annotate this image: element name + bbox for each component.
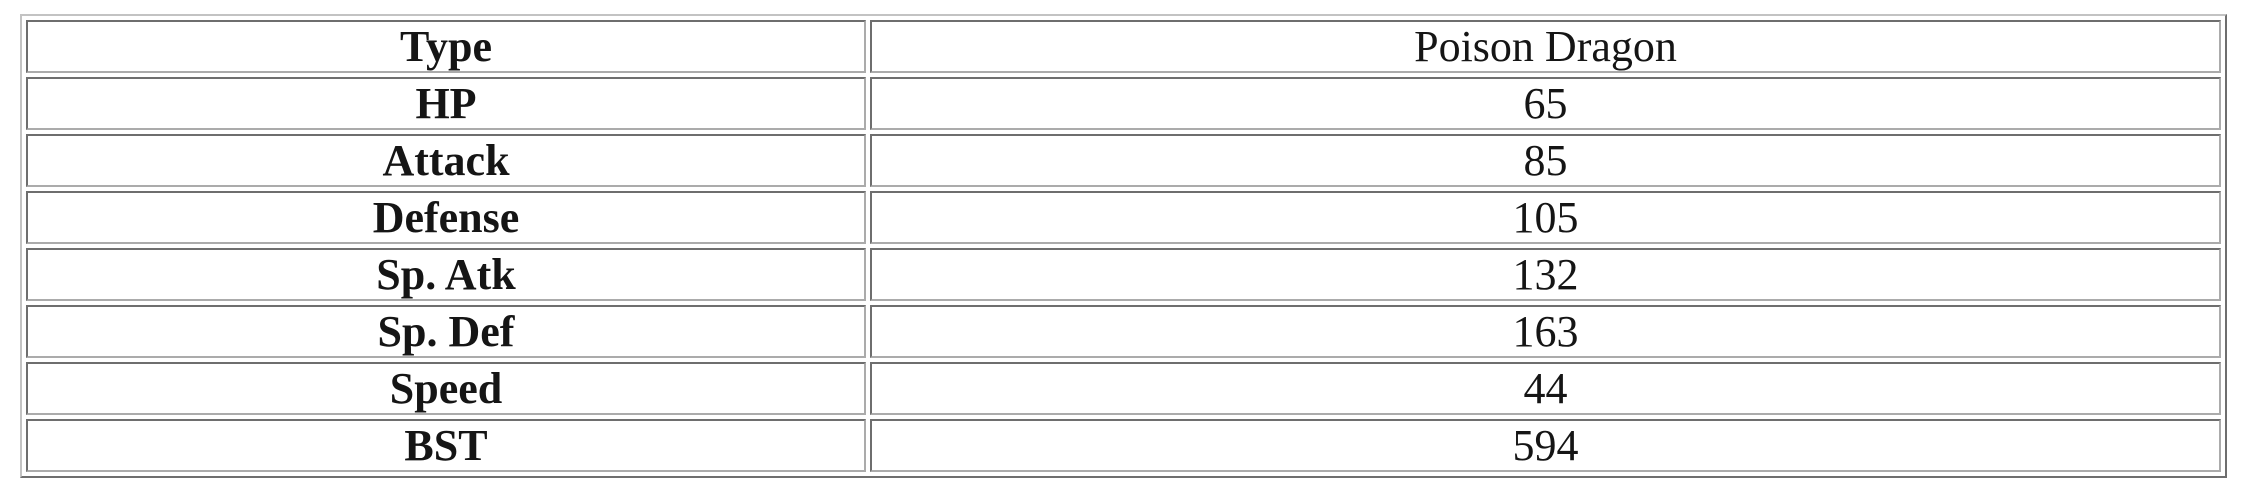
table-row-speed: Speed 44 [26, 362, 2221, 415]
stat-value-cell: Poison Dragon [870, 20, 2221, 73]
table-row-defense: Defense 105 [26, 191, 2221, 244]
stat-value-cell: 105 [870, 191, 2221, 244]
stat-label-cell: Sp. Atk [26, 248, 866, 301]
stat-value-cell: 65 [870, 77, 2221, 130]
stat-label-cell: HP [26, 77, 866, 130]
table-row-sp-def: Sp. Def 163 [26, 305, 2221, 358]
stat-label-cell: Attack [26, 134, 866, 187]
stat-value-cell: 85 [870, 134, 2221, 187]
stat-value-cell: 132 [870, 248, 2221, 301]
stat-value-cell: 44 [870, 362, 2221, 415]
table-row-bst: BST 594 [26, 419, 2221, 472]
table-row-type: Type Poison Dragon [26, 20, 2221, 73]
stat-value-cell: 594 [870, 419, 2221, 472]
stats-table-body: Type Poison Dragon HP 65 Attack 85 Defen… [26, 20, 2221, 472]
stats-table: Type Poison Dragon HP 65 Attack 85 Defen… [20, 14, 2227, 478]
stat-label-cell: Type [26, 20, 866, 73]
table-row-sp-atk: Sp. Atk 132 [26, 248, 2221, 301]
stat-value-cell: 163 [870, 305, 2221, 358]
stat-label-cell: BST [26, 419, 866, 472]
stat-label-cell: Sp. Def [26, 305, 866, 358]
table-row-attack: Attack 85 [26, 134, 2221, 187]
stat-label-cell: Defense [26, 191, 866, 244]
table-row-hp: HP 65 [26, 77, 2221, 130]
stat-label-cell: Speed [26, 362, 866, 415]
